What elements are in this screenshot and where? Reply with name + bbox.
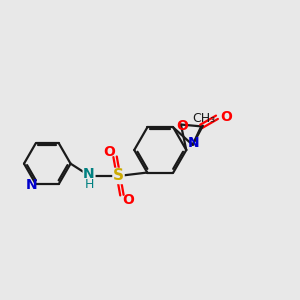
Text: N: N	[188, 136, 199, 150]
Text: H: H	[84, 178, 94, 191]
Text: O: O	[220, 110, 232, 124]
Text: O: O	[176, 119, 188, 133]
Text: CH₃: CH₃	[193, 112, 216, 125]
Text: O: O	[122, 193, 134, 207]
Text: N: N	[26, 178, 37, 192]
Text: N: N	[83, 167, 95, 181]
Text: O: O	[103, 145, 115, 159]
Text: S: S	[113, 169, 124, 184]
